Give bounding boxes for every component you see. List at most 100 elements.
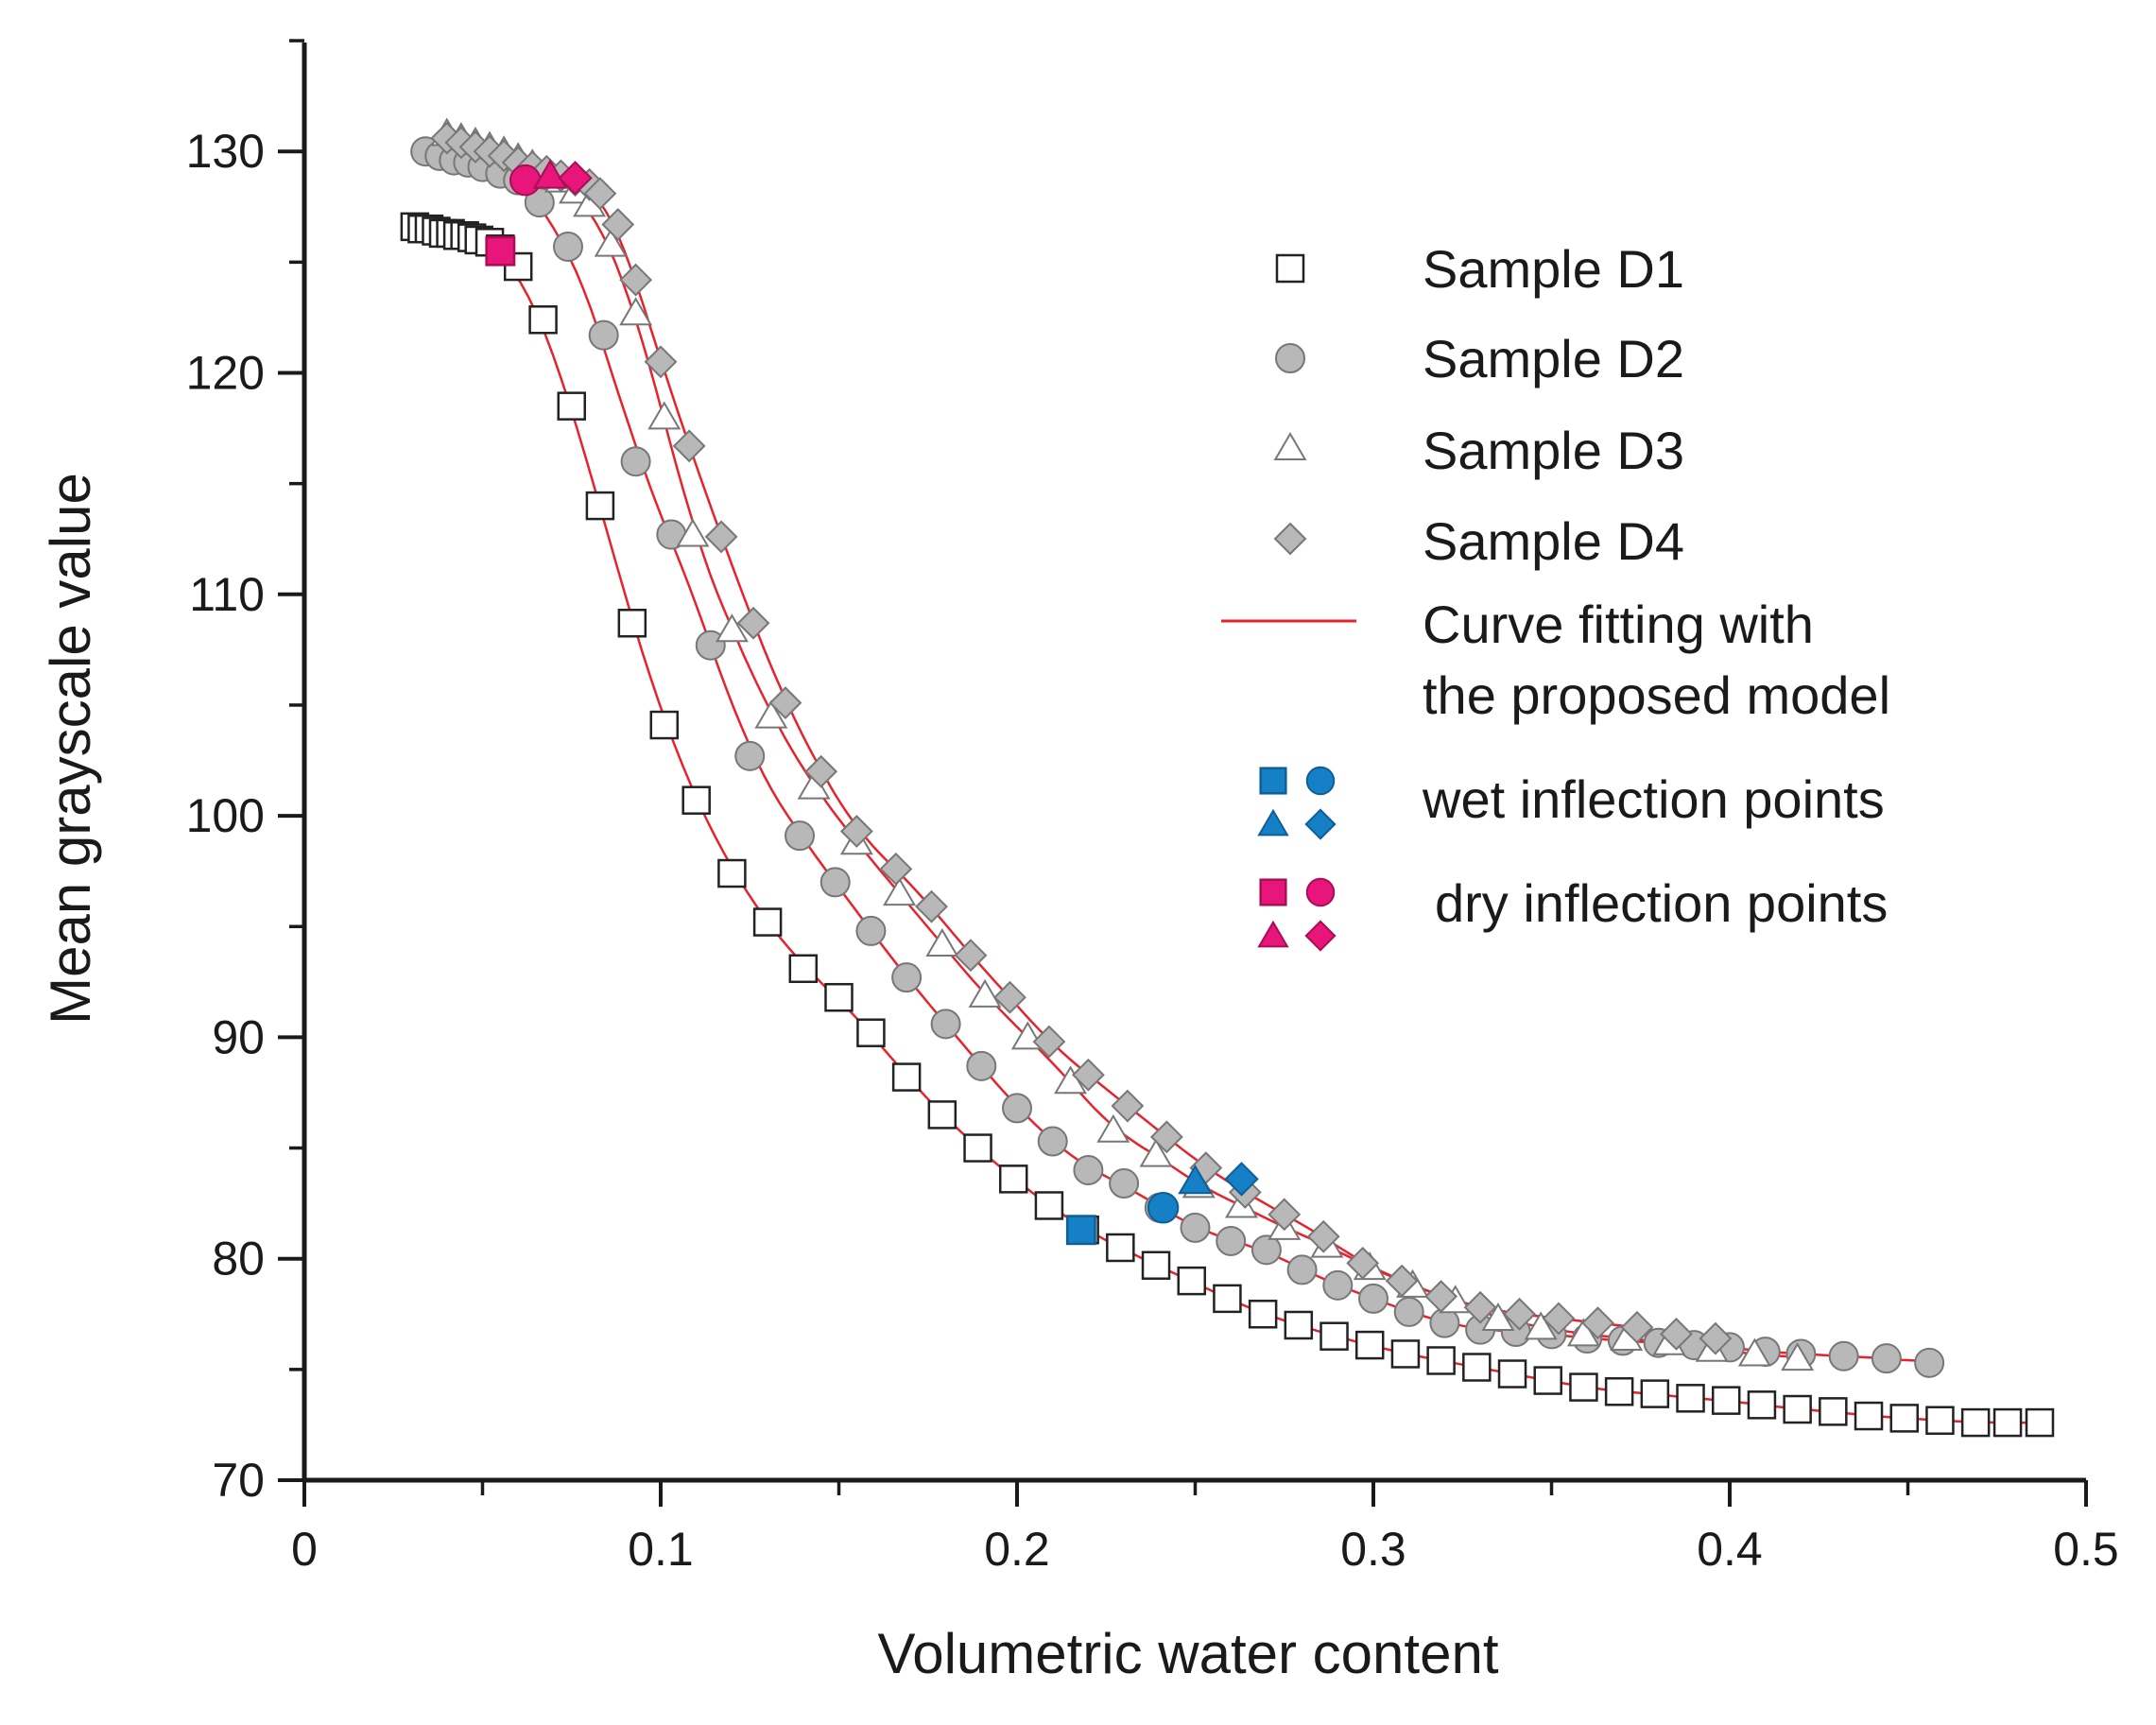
data-point-d4 [1111,1089,1145,1123]
data-point-d1 [788,954,819,984]
data-point-d2 [930,1009,961,1040]
legend-marker-d1 [1275,253,1305,284]
data-point-d3 [1566,1318,1600,1347]
data-point-d1 [1640,1379,1670,1408]
data-point-d2 [1073,1154,1104,1185]
data-point-d4 [704,520,738,554]
data-point-d4 [1306,1219,1340,1253]
x-tick-label: 0 [291,1523,318,1576]
data-point-d4 [1071,1058,1105,1092]
data-point-d3 [594,228,628,257]
data-point-d4 [736,606,770,640]
data-point-d1 [557,391,586,421]
data-point-d1 [1462,1353,1492,1382]
data-point-d3 [1737,1337,1771,1367]
data-point-d2 [1002,1093,1032,1124]
legend-label-fit-line2: the proposed model [1423,665,1890,725]
x-tick-label: 0.5 [2053,1523,2119,1576]
data-point-d1 [1390,1339,1421,1369]
data-point-d2 [1037,1126,1068,1157]
data-point-d2 [891,962,923,993]
data-point-d4 [1268,1198,1302,1232]
data-point-d1 [649,710,680,740]
data-point-d4 [1463,1290,1497,1324]
data-point-d4 [768,686,802,720]
legend-marker-d4 [1273,522,1307,556]
data-point-d3 [1481,1302,1515,1331]
data-point-d3 [754,699,788,729]
x-tick-label: 0.4 [1697,1523,1763,1576]
dry-inflection-point-3 [532,159,568,189]
data-point-d1 [717,858,747,888]
data-point-d1 [1106,1233,1135,1263]
data-point-d4 [1346,1246,1380,1280]
y-tick-label: 90 [212,1010,265,1063]
data-point-d4 [1424,1280,1458,1313]
data-point-d1 [1854,1401,1884,1431]
dry-inflection-point-4 [558,161,593,196]
data-point-d3 [883,877,917,906]
data-point-d4 [1581,1306,1614,1340]
data-point-d1 [681,785,711,815]
data-point-d1 [1533,1366,1562,1395]
data-point-d4 [1699,1321,1733,1355]
data-point-d1 [1319,1321,1349,1351]
wet-inflection-point-4 [1224,1162,1259,1197]
data-point-d1 [963,1133,992,1163]
data-point-d1 [528,305,558,335]
legend-wet-marker-2 [1305,766,1336,796]
data-point-d3 [1781,1342,1815,1371]
data-point-d4 [583,177,617,211]
data-point-d2 [1871,1343,1902,1374]
legend-wet-marker-4 [1304,808,1337,840]
data-point-d4 [804,754,838,788]
y-tick-label: 130 [186,125,265,178]
data-point-d1 [1960,1407,1991,1438]
data-point-d3 [1524,1311,1558,1340]
legend-label-d2: Sample D2 [1423,329,1684,388]
legend-marker-d3 [1273,432,1307,460]
data-point-d1 [1747,1390,1777,1420]
axis-ticks: 0 0.1 0.2 0.3 0.4 0.5 70 80 90 100 110 120 130 [186,39,2119,1576]
dry-inflection-point-2 [509,164,542,197]
data-point-d3 [1096,1113,1130,1143]
data-point-d1 [1034,1191,1064,1220]
data-point-d1 [1141,1251,1171,1280]
x-tick-label: 0.1 [628,1523,694,1576]
y-tick-label: 80 [212,1233,265,1285]
data-point-d2 [1393,1296,1424,1327]
data-point-d4 [993,980,1026,1014]
data-point-d3 [715,613,749,643]
data-point-d1 [1676,1384,1705,1413]
data-point-d1 [1248,1300,1278,1329]
data-point-d1 [1284,1310,1314,1340]
data-point-d1 [824,982,854,1012]
x-tick-label: 0.2 [984,1523,1050,1576]
data-point-d1 [2025,1407,2055,1438]
data-point-d1 [856,1018,886,1047]
data-point-d1 [1783,1394,1812,1424]
data-point-d1 [1992,1407,2023,1438]
data-point-d4 [644,345,678,379]
wet-inflection-point-2 [1147,1192,1180,1224]
data-point-d2 [552,231,583,262]
data-point-d2 [1180,1212,1211,1243]
data-point-d3 [619,297,653,326]
wet-inflection-point-1 [1065,1215,1096,1246]
dry-inflection-point-1 [485,235,516,267]
data-point-d4 [1149,1120,1183,1154]
data-point-d3 [1139,1138,1173,1167]
data-point-d1 [1925,1406,1955,1435]
data-point-d3 [968,978,1002,1008]
data-point-d2 [1358,1283,1388,1314]
data-point-d2 [1286,1254,1318,1285]
data-point-d2 [855,915,887,946]
legend-label-d1: Sample D1 [1423,239,1684,299]
legend-markers [1257,253,1337,952]
data-point-d1 [1889,1404,1919,1433]
data-point-d1 [998,1164,1028,1194]
data-point-d2 [785,820,816,852]
legend-dry-marker-2 [1305,877,1336,907]
data-point-d3 [647,401,681,430]
y-tick-label: 70 [212,1454,265,1507]
